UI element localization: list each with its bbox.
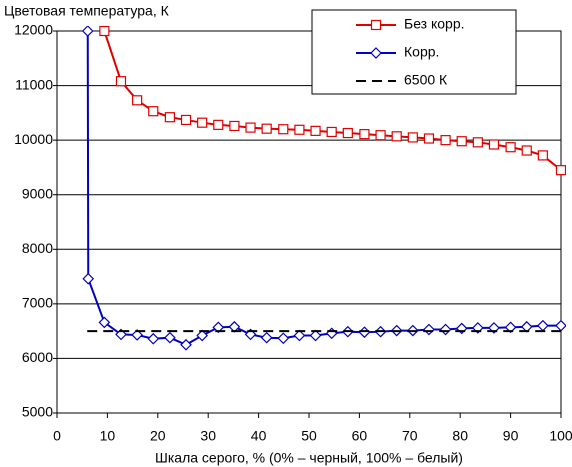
y-tick-label: 11000 xyxy=(15,76,53,92)
marker xyxy=(115,328,127,341)
marker xyxy=(147,332,160,345)
legend-marker xyxy=(370,19,382,31)
marker xyxy=(131,329,143,341)
marker xyxy=(358,326,371,339)
marker xyxy=(82,272,95,285)
x-tick-label: 80 xyxy=(452,428,468,444)
legend-box xyxy=(311,9,517,95)
marker xyxy=(261,123,272,134)
marker xyxy=(180,338,192,351)
marker xyxy=(423,133,435,144)
marker xyxy=(164,331,176,344)
marker xyxy=(391,131,402,142)
y-tick-label: 5000 xyxy=(22,404,53,420)
marker xyxy=(326,126,337,138)
marker xyxy=(537,150,548,161)
marker xyxy=(99,26,110,37)
marker xyxy=(537,319,549,332)
marker xyxy=(212,321,225,334)
marker xyxy=(229,120,240,132)
marker xyxy=(342,127,353,139)
marker xyxy=(423,323,435,336)
x-tick-label: 40 xyxy=(251,428,267,444)
marker xyxy=(456,136,467,147)
marker xyxy=(294,124,305,135)
x-tick-label: 10 xyxy=(100,428,116,444)
marker xyxy=(505,142,516,153)
marker xyxy=(260,331,273,344)
legend-label: 6500 К xyxy=(404,72,448,88)
marker xyxy=(148,106,159,117)
marker xyxy=(278,124,289,135)
marker xyxy=(375,130,386,141)
x-tick-label: 100 xyxy=(549,428,572,444)
x-tick-label: 60 xyxy=(352,428,368,444)
y-tick-label: 6000 xyxy=(22,349,53,365)
y-tick-label: 12000 xyxy=(14,22,53,38)
marker xyxy=(309,329,322,342)
y-tick-label: 10000 xyxy=(14,131,53,147)
plot-frame xyxy=(56,30,562,414)
marker xyxy=(325,327,338,340)
y-tick-label: 9000 xyxy=(22,185,53,201)
x-tick-label: 70 xyxy=(402,428,418,444)
x-tick-label: 0 xyxy=(53,428,61,444)
marker xyxy=(277,332,290,345)
marker xyxy=(164,112,175,123)
x-tick-label: 30 xyxy=(200,428,216,444)
marker xyxy=(521,145,532,156)
plot-area xyxy=(81,26,566,351)
y-tick-label: 8000 xyxy=(22,240,53,256)
marker xyxy=(504,321,517,334)
x-tick-label: 20 xyxy=(150,428,166,444)
marker xyxy=(180,114,192,126)
marker xyxy=(98,316,111,329)
y-tick-label: 7000 xyxy=(22,295,53,311)
marker xyxy=(115,76,127,87)
marker xyxy=(132,95,143,106)
x-tick-label: 90 xyxy=(503,428,519,444)
legend-label: Корр. xyxy=(404,44,439,60)
marker xyxy=(213,119,224,130)
marker xyxy=(359,129,370,140)
marker xyxy=(196,329,209,342)
marker xyxy=(555,165,566,176)
x-tick-label: 50 xyxy=(301,428,317,444)
marker xyxy=(488,139,500,150)
chart-title: Цветовая температура, К xyxy=(4,3,170,19)
marker xyxy=(439,323,452,336)
marker xyxy=(471,322,484,334)
marker xyxy=(293,329,306,342)
marker xyxy=(488,322,500,334)
marker xyxy=(310,125,321,136)
legend-label: Без корр. xyxy=(404,16,465,32)
marker xyxy=(555,319,566,332)
legend-marker xyxy=(370,47,382,59)
marker xyxy=(440,135,451,146)
marker xyxy=(81,26,94,37)
marker xyxy=(245,122,256,133)
marker xyxy=(197,117,208,128)
marker xyxy=(472,137,483,148)
x-axis-label: Шкала серого, % (0% – черный, 100% – бел… xyxy=(155,450,463,466)
marker xyxy=(407,132,418,143)
marker xyxy=(244,328,257,341)
